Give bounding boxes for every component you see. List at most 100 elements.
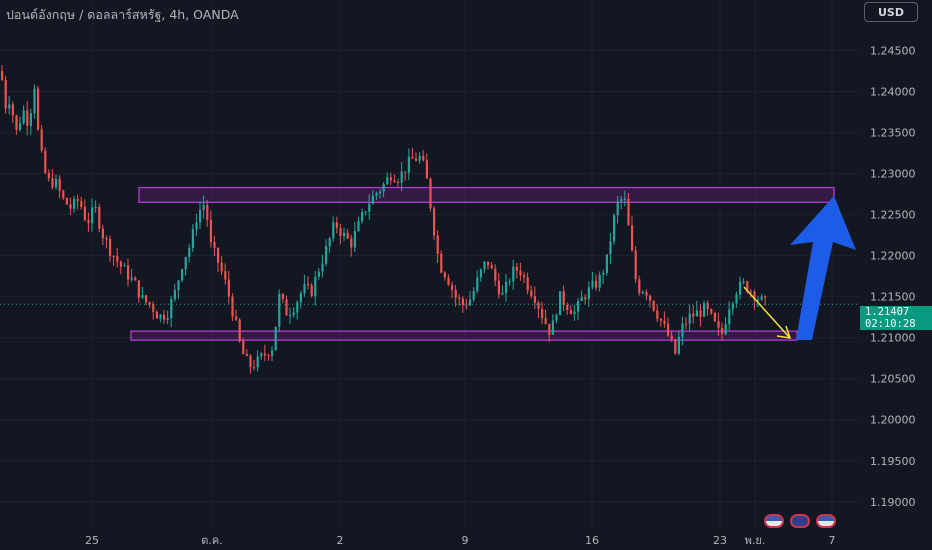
candle bbox=[595, 274, 598, 291]
candle bbox=[656, 304, 659, 323]
candle bbox=[386, 172, 389, 185]
candle bbox=[404, 171, 407, 181]
x-tick-label: พ.ย. bbox=[745, 534, 766, 547]
candle bbox=[29, 108, 32, 136]
candle bbox=[530, 285, 533, 299]
candle bbox=[371, 190, 374, 205]
candle bbox=[267, 353, 270, 361]
candle bbox=[177, 279, 180, 299]
candle bbox=[184, 256, 187, 276]
candle bbox=[62, 189, 65, 201]
candle bbox=[537, 300, 540, 319]
candle bbox=[321, 254, 324, 278]
candle bbox=[638, 275, 641, 296]
candle bbox=[645, 289, 648, 301]
us-flag-icon[interactable] bbox=[764, 514, 784, 528]
bar-countdown: 02:10:28 bbox=[865, 318, 916, 330]
candle bbox=[713, 311, 716, 323]
candle bbox=[415, 152, 418, 162]
price-axis[interactable]: 1.24500 1.24000 1.23500 1.23000 1.22500 1.220… bbox=[860, 0, 932, 550]
chart-title: ปอนด์อังกฤษ / ดอลลาร์สหรัฐ, 4h, OANDA bbox=[6, 7, 239, 22]
candle bbox=[487, 261, 490, 270]
y-tick-label: 1.20000 bbox=[870, 414, 916, 427]
candle bbox=[677, 330, 680, 356]
candle bbox=[353, 221, 356, 252]
candle bbox=[19, 116, 22, 132]
candle bbox=[271, 346, 274, 362]
candle bbox=[548, 323, 551, 343]
candle bbox=[735, 291, 738, 308]
candle bbox=[274, 326, 277, 351]
candle bbox=[245, 349, 248, 357]
candle bbox=[58, 175, 61, 199]
candle bbox=[364, 211, 367, 216]
candle bbox=[490, 261, 493, 269]
candle bbox=[566, 302, 569, 315]
candle bbox=[155, 310, 158, 319]
candle bbox=[721, 322, 724, 341]
candle bbox=[523, 271, 526, 284]
candle bbox=[33, 84, 36, 119]
candle bbox=[123, 262, 126, 267]
candle bbox=[105, 235, 108, 249]
candle bbox=[94, 200, 97, 213]
candle bbox=[375, 191, 378, 201]
event-flags[interactable] bbox=[760, 514, 842, 530]
candle bbox=[422, 149, 425, 162]
candle bbox=[397, 178, 400, 187]
y-tick-label: 1.21500 bbox=[870, 291, 916, 304]
candle bbox=[202, 195, 205, 219]
candle bbox=[573, 304, 576, 321]
candle bbox=[206, 200, 209, 227]
candle bbox=[598, 271, 601, 292]
uk-flag-icon[interactable] bbox=[790, 514, 810, 528]
candle bbox=[141, 286, 144, 300]
candle bbox=[728, 301, 731, 331]
candle bbox=[508, 278, 511, 286]
candle bbox=[483, 261, 486, 274]
candle bbox=[22, 105, 25, 125]
candle bbox=[670, 330, 673, 342]
candle bbox=[505, 274, 508, 302]
candle bbox=[699, 304, 702, 327]
candle bbox=[461, 296, 464, 313]
candle bbox=[533, 286, 536, 310]
candle bbox=[98, 203, 101, 233]
candle bbox=[11, 101, 14, 123]
candle bbox=[346, 229, 349, 240]
candle bbox=[173, 283, 176, 302]
candle bbox=[199, 201, 202, 230]
candle bbox=[602, 269, 605, 284]
candle bbox=[292, 307, 295, 318]
candle bbox=[112, 255, 115, 267]
candle bbox=[361, 208, 364, 224]
candle bbox=[692, 304, 695, 324]
candle bbox=[116, 247, 119, 268]
candle bbox=[209, 210, 212, 248]
candle bbox=[152, 301, 155, 320]
candle bbox=[613, 213, 616, 245]
y-tick-label: 1.20500 bbox=[870, 373, 916, 386]
candle bbox=[623, 190, 626, 207]
candle bbox=[166, 310, 169, 325]
time-axis[interactable]: 25 ต.ค. 2 9 16 23 พ.ย. 7 bbox=[85, 534, 836, 547]
candle bbox=[249, 354, 252, 374]
candle bbox=[224, 263, 227, 285]
us-flag-icon[interactable] bbox=[816, 514, 836, 528]
candle bbox=[227, 270, 230, 304]
candle bbox=[299, 290, 302, 309]
currency-button[interactable]: USD bbox=[864, 2, 918, 22]
candle bbox=[119, 260, 122, 275]
zone-resistance bbox=[138, 186, 835, 203]
candle bbox=[433, 205, 436, 241]
candle bbox=[760, 294, 763, 302]
candle bbox=[479, 268, 482, 282]
candle bbox=[526, 272, 529, 295]
candle bbox=[591, 272, 594, 290]
candle bbox=[368, 194, 371, 220]
candle bbox=[497, 272, 500, 299]
candle bbox=[627, 193, 630, 226]
candle bbox=[519, 262, 522, 281]
candle bbox=[703, 300, 706, 318]
